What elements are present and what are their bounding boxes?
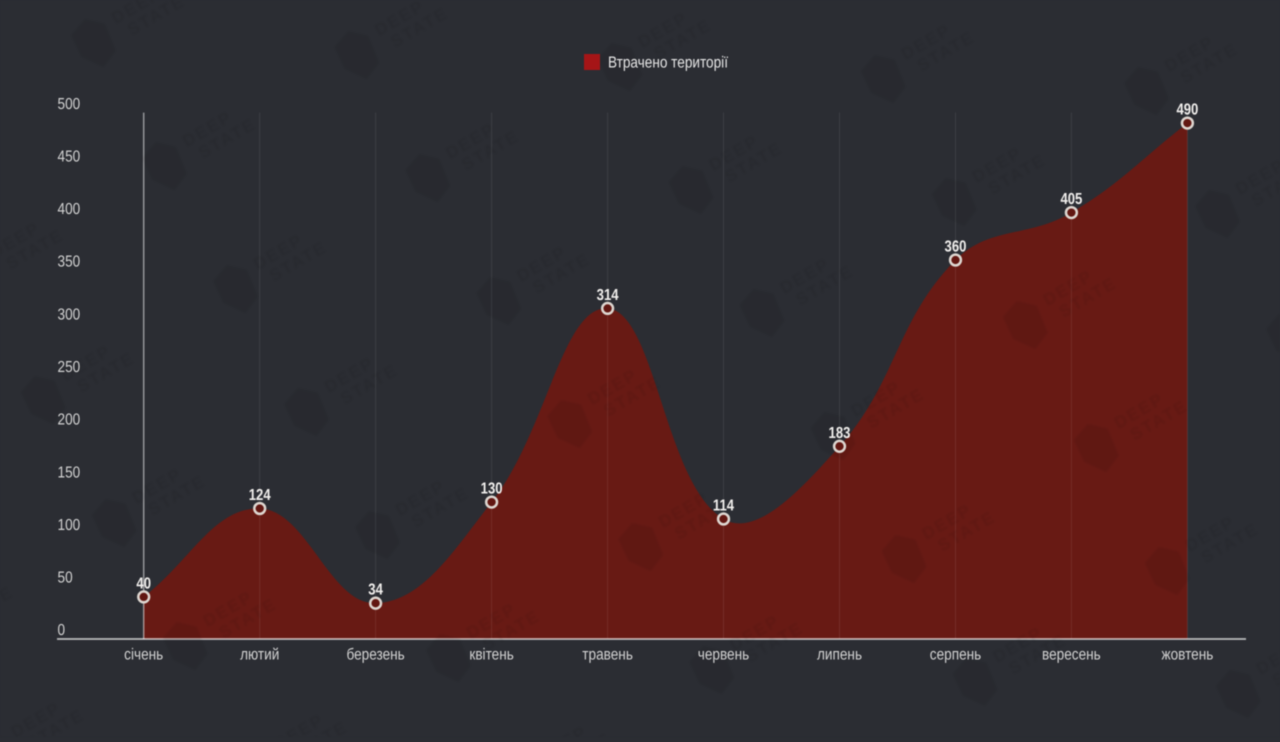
svg-text:300: 300 xyxy=(58,306,81,323)
svg-text:березень: березень xyxy=(346,647,404,664)
svg-text:314: 314 xyxy=(597,287,619,304)
svg-text:травень: травень xyxy=(582,647,633,664)
svg-text:34: 34 xyxy=(368,582,383,599)
svg-text:250: 250 xyxy=(58,359,81,376)
svg-text:квітень: квітень xyxy=(469,647,513,664)
svg-text:400: 400 xyxy=(58,201,81,218)
svg-text:150: 150 xyxy=(58,464,81,481)
svg-text:січень: січень xyxy=(124,647,163,664)
svg-text:0: 0 xyxy=(58,622,66,639)
svg-text:червень: червень xyxy=(698,647,749,664)
svg-text:114: 114 xyxy=(713,498,734,515)
svg-text:40: 40 xyxy=(136,575,151,592)
svg-text:лютий: лютий xyxy=(240,647,279,664)
svg-text:500: 500 xyxy=(58,96,81,113)
svg-text:Втрачено території: Втрачено території xyxy=(608,55,728,72)
svg-text:450: 450 xyxy=(58,148,81,165)
svg-text:50: 50 xyxy=(58,570,73,587)
svg-text:360: 360 xyxy=(945,239,967,256)
svg-text:100: 100 xyxy=(58,517,81,534)
svg-text:жовтень: жовтень xyxy=(1161,647,1213,664)
svg-text:490: 490 xyxy=(1176,102,1198,119)
svg-text:серпень: серпень xyxy=(930,647,981,664)
svg-text:405: 405 xyxy=(1060,191,1082,208)
svg-text:350: 350 xyxy=(58,254,81,271)
svg-text:липень: липень xyxy=(817,647,862,664)
svg-text:124: 124 xyxy=(249,487,271,504)
svg-text:183: 183 xyxy=(829,425,851,442)
svg-text:вересень: вересень xyxy=(1042,647,1101,664)
svg-text:200: 200 xyxy=(58,412,81,429)
svg-text:130: 130 xyxy=(481,481,503,498)
